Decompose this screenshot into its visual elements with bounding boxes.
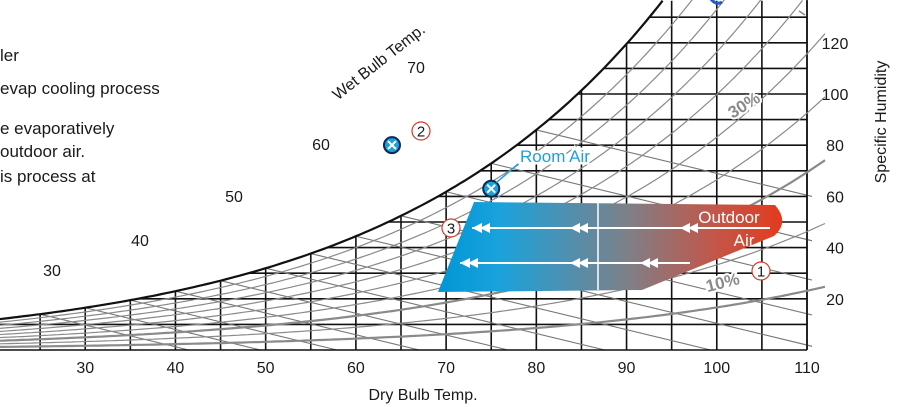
arrowhead bbox=[472, 223, 482, 233]
marker-2: 2 bbox=[411, 121, 431, 141]
x-tick-label: 30 bbox=[76, 360, 94, 377]
y-tick-label: 60 bbox=[826, 189, 844, 206]
arrowhead bbox=[578, 223, 588, 233]
side-text-line4: outdoor air. bbox=[0, 142, 86, 161]
side-text-line1: ler bbox=[0, 46, 19, 65]
relative-humidity-curve bbox=[0, 33, 826, 336]
outdoor-air-label-line2: Air bbox=[734, 231, 755, 250]
marker-3: 3 bbox=[441, 218, 461, 238]
relative-humidity-curve bbox=[0, 0, 725, 326]
marker-circle bbox=[411, 121, 431, 141]
arrowhead bbox=[648, 258, 658, 268]
arrowhead bbox=[570, 223, 580, 233]
marker-circle bbox=[441, 218, 461, 238]
outdoor-air-label-line1: Outdoor bbox=[698, 208, 760, 227]
wet-bulb-tick-label: 30 bbox=[43, 263, 61, 280]
rh-curve-fragment bbox=[798, 10, 806, 16]
marker-circle bbox=[751, 261, 771, 281]
arrowhead bbox=[640, 258, 650, 268]
arrowhead bbox=[460, 258, 470, 268]
wet-bulb-line bbox=[355, 235, 812, 350]
wet-bulb-line bbox=[265, 267, 605, 350]
marker-number: 1 bbox=[757, 264, 765, 281]
y-axis-title: Specific Humidity bbox=[873, 61, 890, 184]
marker-number: 2 bbox=[417, 124, 425, 141]
point-2 bbox=[382, 136, 401, 155]
x-tick-label: 40 bbox=[167, 360, 185, 377]
wet-bulb-line bbox=[491, 162, 812, 350]
x-tick-label: 60 bbox=[347, 360, 365, 377]
x-tick-label: 110 bbox=[794, 360, 820, 377]
y-tick-label: 40 bbox=[826, 241, 844, 258]
x-axis-title: Dry Bulb Temp. bbox=[368, 387, 477, 404]
wet-bulb-tick-label: 50 bbox=[225, 189, 243, 206]
arrowhead bbox=[578, 258, 588, 268]
saturation-curve bbox=[0, 0, 664, 321]
state-point-cross bbox=[387, 140, 397, 150]
y-tick-label: 20 bbox=[826, 292, 844, 309]
relative-humidity-curve bbox=[0, 222, 826, 345]
side-text-line2: evap cooling process bbox=[0, 79, 160, 98]
relative-humidity-curve bbox=[0, 0, 803, 333]
clipped-grid bbox=[0, 0, 812, 350]
arrowhead bbox=[570, 258, 580, 268]
arrowhead bbox=[468, 258, 478, 268]
top-fragment bbox=[709, 0, 723, 5]
process-region bbox=[438, 202, 783, 292]
relative-humidity-curve bbox=[0, 285, 826, 348]
y-tick-label: 80 bbox=[826, 138, 844, 155]
grid-lines bbox=[0, 0, 812, 351]
x-tick-label: 80 bbox=[527, 360, 545, 377]
arrowhead bbox=[688, 223, 698, 233]
wet-bulb-line bbox=[536, 129, 812, 350]
relative-humidity-curve bbox=[0, 0, 693, 323]
room-air-leader bbox=[495, 163, 519, 184]
chart-labels: 30 40 50 60 70 80 90 100 110 20 40 60 80 100 120 Dry Bu… bbox=[43, 0, 890, 404]
wet-bulb-tick-label: 60 bbox=[312, 137, 330, 154]
x-tick-label: 50 bbox=[257, 360, 275, 377]
side-text-line5: is process at bbox=[0, 167, 96, 186]
humidity-curves bbox=[0, 0, 826, 348]
x-tick-label: 90 bbox=[618, 360, 636, 377]
x-tick-label: 70 bbox=[437, 360, 455, 377]
x-tick-label: 100 bbox=[703, 360, 730, 377]
wet-bulb-tick-label: 70 bbox=[407, 60, 425, 77]
state-point-cross bbox=[486, 184, 496, 194]
marker-1: 1 bbox=[751, 261, 771, 281]
y-tick-label: 120 bbox=[822, 36, 849, 53]
y-tick-label: 100 bbox=[822, 87, 849, 104]
room-air-label: Room Air bbox=[520, 147, 590, 166]
room-air-point bbox=[482, 179, 501, 198]
wet-bulb-line bbox=[175, 290, 420, 350]
wet-bulb-tick-label: 40 bbox=[131, 233, 149, 250]
marker-number: 3 bbox=[447, 221, 455, 238]
wet-bulb-line bbox=[310, 253, 711, 350]
arrowhead bbox=[680, 223, 690, 233]
side-text-line3: e evaporatively bbox=[0, 119, 115, 138]
arrowhead bbox=[480, 223, 490, 233]
relative-humidity-curve bbox=[0, 96, 826, 339]
relative-humidity-curve bbox=[0, 0, 762, 329]
